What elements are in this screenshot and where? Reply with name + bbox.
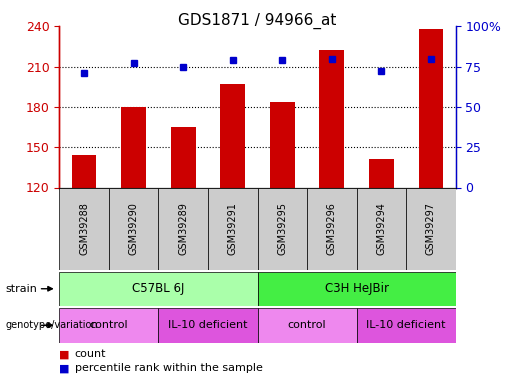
Text: GSM39294: GSM39294	[376, 202, 386, 255]
Text: C57BL 6J: C57BL 6J	[132, 282, 184, 295]
Bar	[159, 188, 208, 270]
Text: C3H HeJBir: C3H HeJBir	[324, 282, 389, 295]
Text: ■: ■	[59, 350, 70, 359]
Bar	[109, 188, 159, 270]
Text: genotype/variation: genotype/variation	[5, 320, 98, 330]
Text: GSM39296: GSM39296	[327, 202, 337, 255]
Text: control: control	[90, 320, 128, 330]
Bar	[319, 51, 344, 188]
Bar	[59, 272, 258, 306]
Text: GSM39288: GSM39288	[79, 202, 89, 255]
Bar	[258, 188, 307, 270]
Text: GDS1871 / 94966_at: GDS1871 / 94966_at	[178, 13, 337, 29]
Bar	[258, 272, 456, 306]
Bar	[356, 188, 406, 270]
Bar	[307, 188, 356, 270]
Bar	[59, 188, 109, 270]
Text: ■: ■	[59, 363, 70, 373]
Bar	[406, 188, 456, 270]
Text: GSM39290: GSM39290	[129, 202, 139, 255]
Bar	[121, 107, 146, 188]
Bar	[270, 102, 295, 188]
Text: control: control	[288, 320, 327, 330]
Bar	[419, 29, 443, 188]
Text: percentile rank within the sample: percentile rank within the sample	[75, 363, 263, 373]
Bar	[258, 308, 356, 343]
Text: strain: strain	[5, 284, 37, 294]
Bar	[208, 188, 258, 270]
Text: IL-10 deficient: IL-10 deficient	[168, 320, 248, 330]
Bar	[220, 84, 245, 188]
Bar	[171, 127, 196, 188]
Bar	[356, 308, 456, 343]
Text: GSM39297: GSM39297	[426, 202, 436, 255]
Text: GSM39295: GSM39295	[277, 202, 287, 255]
Bar	[59, 308, 159, 343]
Text: GSM39289: GSM39289	[178, 202, 188, 255]
Bar	[369, 159, 394, 188]
Text: GSM39291: GSM39291	[228, 202, 238, 255]
Bar	[72, 155, 96, 188]
Text: IL-10 deficient: IL-10 deficient	[367, 320, 446, 330]
Bar	[159, 308, 258, 343]
Text: count: count	[75, 350, 106, 359]
